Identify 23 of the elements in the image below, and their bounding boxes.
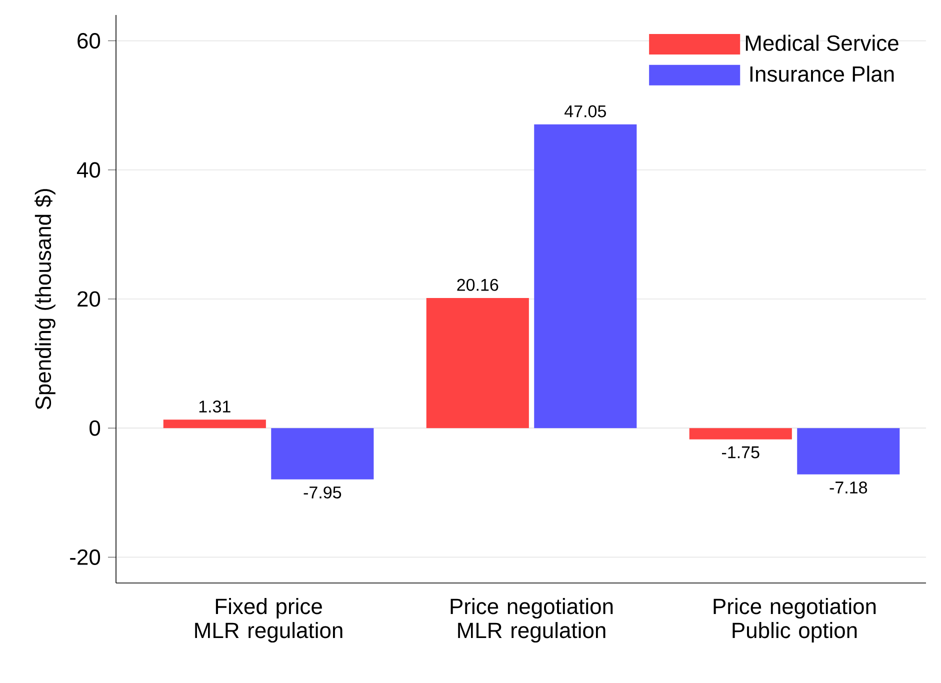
data-label: -1.75 [722,446,760,458]
y-tick-label: 60 [78,33,100,49]
y-axis-title: Spending (thousand $) [34,189,56,410]
x-tick-label: Fixed price MLR regulation [195,598,342,643]
bar [271,428,374,480]
x-tick-label: Price negotiation Public option [714,598,876,643]
y-tick-label: 20 [78,291,100,307]
y-tick-label: 40 [76,162,100,178]
y-tick-label: -20 [70,549,100,565]
bar [797,428,900,474]
bar [689,428,792,440]
data-label: -7.18 [830,482,868,494]
bar [534,124,637,428]
x-tick-label: Price negotiation MLR regulation [450,598,613,643]
data-label: -7.95 [304,486,342,498]
data-label: 20.16 [457,278,498,291]
y-tick-label: 0 [90,420,100,436]
bar [426,298,529,428]
bar [163,420,266,428]
legend-label: Insurance Plan [750,66,894,82]
data-label: 1.31 [199,400,230,413]
legend-label: Medical Service [746,34,898,51]
data-label: 47.05 [564,105,606,118]
